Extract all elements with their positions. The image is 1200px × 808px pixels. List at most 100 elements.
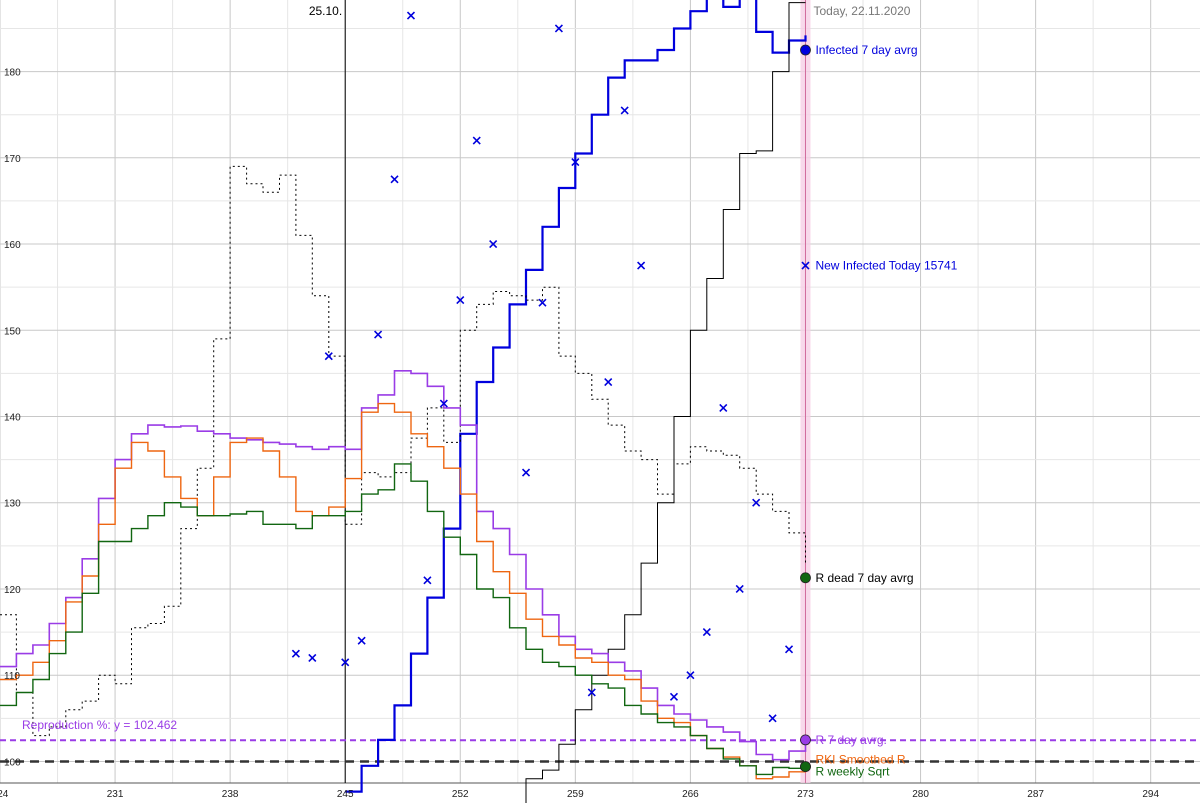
scatter-point	[390, 175, 399, 184]
x-tick-label: 224	[0, 789, 9, 800]
scatter-point-stroke	[439, 399, 448, 408]
scatter-point	[784, 645, 794, 654]
scatter-point-stroke	[768, 714, 777, 723]
scatter-point	[341, 658, 350, 667]
scatter-point	[554, 24, 563, 33]
scatter-point	[423, 576, 432, 585]
date-line-label: 25.10.	[309, 4, 342, 18]
series-line-1	[509, 2, 806, 806]
legend-label-1: New Infected Today 15741	[815, 259, 957, 273]
x-tick-label: 245	[337, 789, 354, 800]
scatter-point	[735, 584, 744, 594]
scatter-point	[604, 377, 613, 387]
end-marker-0	[800, 44, 811, 56]
annotation-labels: Infected 7 day avrg New Infected Today 15…	[22, 4, 958, 779]
end-marker-3	[800, 734, 811, 746]
series-line-5	[0, 463, 807, 776]
scatter-point-stroke	[538, 298, 547, 307]
series-line-3	[0, 370, 807, 761]
scatter-point	[324, 352, 333, 361]
end-marker-2	[800, 572, 811, 584]
scatter-point-stroke	[669, 692, 679, 701]
grid	[0, 0, 1200, 784]
x-tick-label: 231	[107, 789, 124, 800]
scatter-point-stroke	[637, 261, 646, 270]
end-marker-5	[800, 761, 811, 773]
scatter-point	[521, 468, 531, 477]
series-line-0	[345, 0, 807, 793]
scatter-point-stroke	[571, 158, 580, 167]
scatter-point-stroke	[357, 636, 366, 645]
y-tick-label: 180	[4, 68, 21, 79]
end-markers	[800, 44, 811, 773]
scatter-point	[637, 261, 646, 270]
scatter-point-stroke	[554, 24, 563, 33]
legend-label-5: R weekly Sqrt	[815, 765, 890, 779]
y-tick-label: 170	[4, 154, 21, 165]
scatter-point	[357, 636, 366, 645]
scatter-point-stroke	[489, 239, 498, 249]
scatter-point-stroke	[423, 576, 432, 585]
x-tick-label: 287	[1027, 789, 1044, 800]
scatter-point	[768, 714, 777, 723]
y-tick-label: 160	[4, 240, 21, 251]
scatter-point	[439, 399, 448, 408]
scatter-point	[571, 158, 580, 167]
legend-label-0: Infected 7 day avrg	[815, 43, 917, 57]
x-tick-label: 238	[222, 789, 239, 800]
reproduction-label: Reproduction %: y = 102.462	[22, 718, 177, 732]
scatter-point	[456, 296, 465, 305]
scatter-point	[801, 261, 810, 270]
scatter-point	[620, 106, 629, 115]
scatter-point	[686, 671, 695, 680]
scatter-point-stroke	[521, 468, 531, 477]
scatter-point	[291, 649, 300, 658]
y-tick-label: 150	[4, 326, 21, 337]
legend-label-3: R 7 day avrg.	[815, 733, 886, 747]
legend-label-2: R dead 7 day avrg	[815, 571, 913, 585]
scatter-point-stroke	[456, 296, 465, 305]
scatter-point-stroke	[390, 175, 399, 184]
scatter-point	[489, 239, 498, 249]
scatter-point-stroke	[472, 136, 481, 145]
scatter-point-stroke	[620, 106, 629, 115]
scatter-point	[669, 692, 679, 701]
scatter-point-stroke	[801, 261, 810, 270]
scatter-point	[406, 11, 416, 20]
scatter-point-stroke	[587, 688, 596, 697]
scatter-point-stroke	[735, 584, 744, 594]
x-tick-label: 280	[912, 789, 929, 800]
scatter-point-stroke	[752, 498, 761, 507]
today-label: Today, 22.11.2020	[813, 4, 910, 18]
scatter-point	[587, 688, 596, 697]
scatter-point	[719, 403, 728, 412]
scatter-point-stroke	[291, 649, 300, 658]
scatter-point	[308, 653, 317, 663]
y-tick-label: 130	[4, 499, 21, 510]
scatter-point	[374, 330, 383, 339]
scatter-point	[702, 628, 711, 637]
x-tick-label: 273	[797, 789, 814, 800]
x-tick-label: 294	[1142, 789, 1159, 800]
y-tick-label: 110	[4, 671, 20, 682]
scatter-point-stroke	[686, 671, 695, 680]
tick-labels: 224 231 238 245 252 259 266 273 280 287 294 100 110 1…	[0, 68, 1159, 800]
scatter-point-stroke	[719, 403, 728, 412]
series-line-4	[0, 402, 807, 780]
scatter-point	[752, 498, 761, 507]
scatter-point-stroke	[324, 352, 333, 361]
legend-label-4: RKI Smoothed R	[815, 753, 905, 767]
scatter-point-stroke	[784, 645, 794, 654]
y-tick-label: 140	[4, 413, 21, 424]
scatter-point-stroke	[702, 628, 711, 637]
scatter-point-stroke	[308, 653, 317, 663]
x-tick-label: 252	[452, 789, 469, 800]
series-group	[0, 0, 807, 806]
reference-lines	[0, 0, 1200, 783]
scatter-group	[291, 11, 810, 723]
scatter-point-stroke	[341, 658, 350, 667]
x-tick-label: 259	[567, 789, 584, 800]
scatter-point-stroke	[604, 377, 613, 387]
